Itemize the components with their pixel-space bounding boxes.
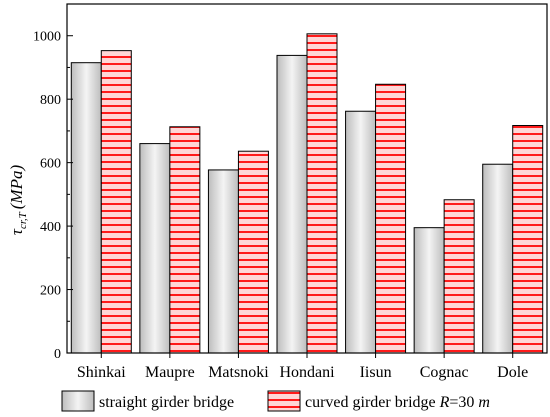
y-axis-unit: (MPa) xyxy=(7,165,26,210)
legend-curved-mid: =30 xyxy=(449,394,478,411)
bar-curved-shinkai xyxy=(100,50,132,354)
x-tick-label: Shinkai xyxy=(77,364,126,381)
legend-swatch-straight xyxy=(61,390,95,412)
y-axis-subscript: cr,T xyxy=(17,211,29,229)
legend-curved-prefix: curved girder bridge xyxy=(305,394,440,411)
x-tick-label: Dole xyxy=(497,364,528,381)
legend-swatch-curved xyxy=(267,390,301,412)
bar-curved-hondani xyxy=(306,33,338,354)
y-axis-symbol: τ xyxy=(7,228,26,235)
bar-straight-iisun xyxy=(345,110,377,354)
y-tick-label: 1000 xyxy=(33,30,61,45)
bar-curved-matsnoki xyxy=(237,150,269,354)
x-tick-label: Matsnoki xyxy=(208,364,269,381)
bar-straight-matsnoki xyxy=(207,169,239,354)
bar-straight-shinkai xyxy=(70,62,102,354)
y-tick-label: 600 xyxy=(40,157,61,172)
bar-curved-maupre xyxy=(169,126,201,354)
bar-curved-dole xyxy=(512,125,544,354)
legend-curved-var: R xyxy=(439,394,450,411)
y-axis-title: τcr,T(MPa) xyxy=(7,165,29,236)
y-tick-label: 0 xyxy=(54,347,61,362)
bar-curved-iisun xyxy=(375,83,407,354)
bar-curved-cognac xyxy=(443,199,475,354)
plot-frame xyxy=(66,3,548,354)
legend-label-curved: curved girder bridge R=30 m xyxy=(305,394,490,411)
x-tick-label: Cognac xyxy=(420,364,469,381)
bar-straight-maupre xyxy=(139,143,171,354)
legend-curved-unit: m xyxy=(478,394,490,411)
bar-straight-hondani xyxy=(276,54,308,354)
legend: straight girder bridge curved girder bri… xyxy=(61,390,490,412)
plot-area: Shinkai Maupre Matsnoki Hondani Iisun Cognac D… xyxy=(33,3,548,381)
bar-straight-dole xyxy=(482,163,514,354)
bar-straight-cognac xyxy=(413,227,445,354)
x-tick-label: Hondani xyxy=(279,364,335,381)
x-tick-label: Maupre xyxy=(145,364,195,381)
legend-label-straight: straight girder bridge xyxy=(99,394,234,411)
y-tick-label: 800 xyxy=(40,93,61,108)
x-tick-label: Iisun xyxy=(360,364,392,381)
y-tick-label: 200 xyxy=(40,284,61,299)
y-tick-label: 400 xyxy=(40,220,61,235)
